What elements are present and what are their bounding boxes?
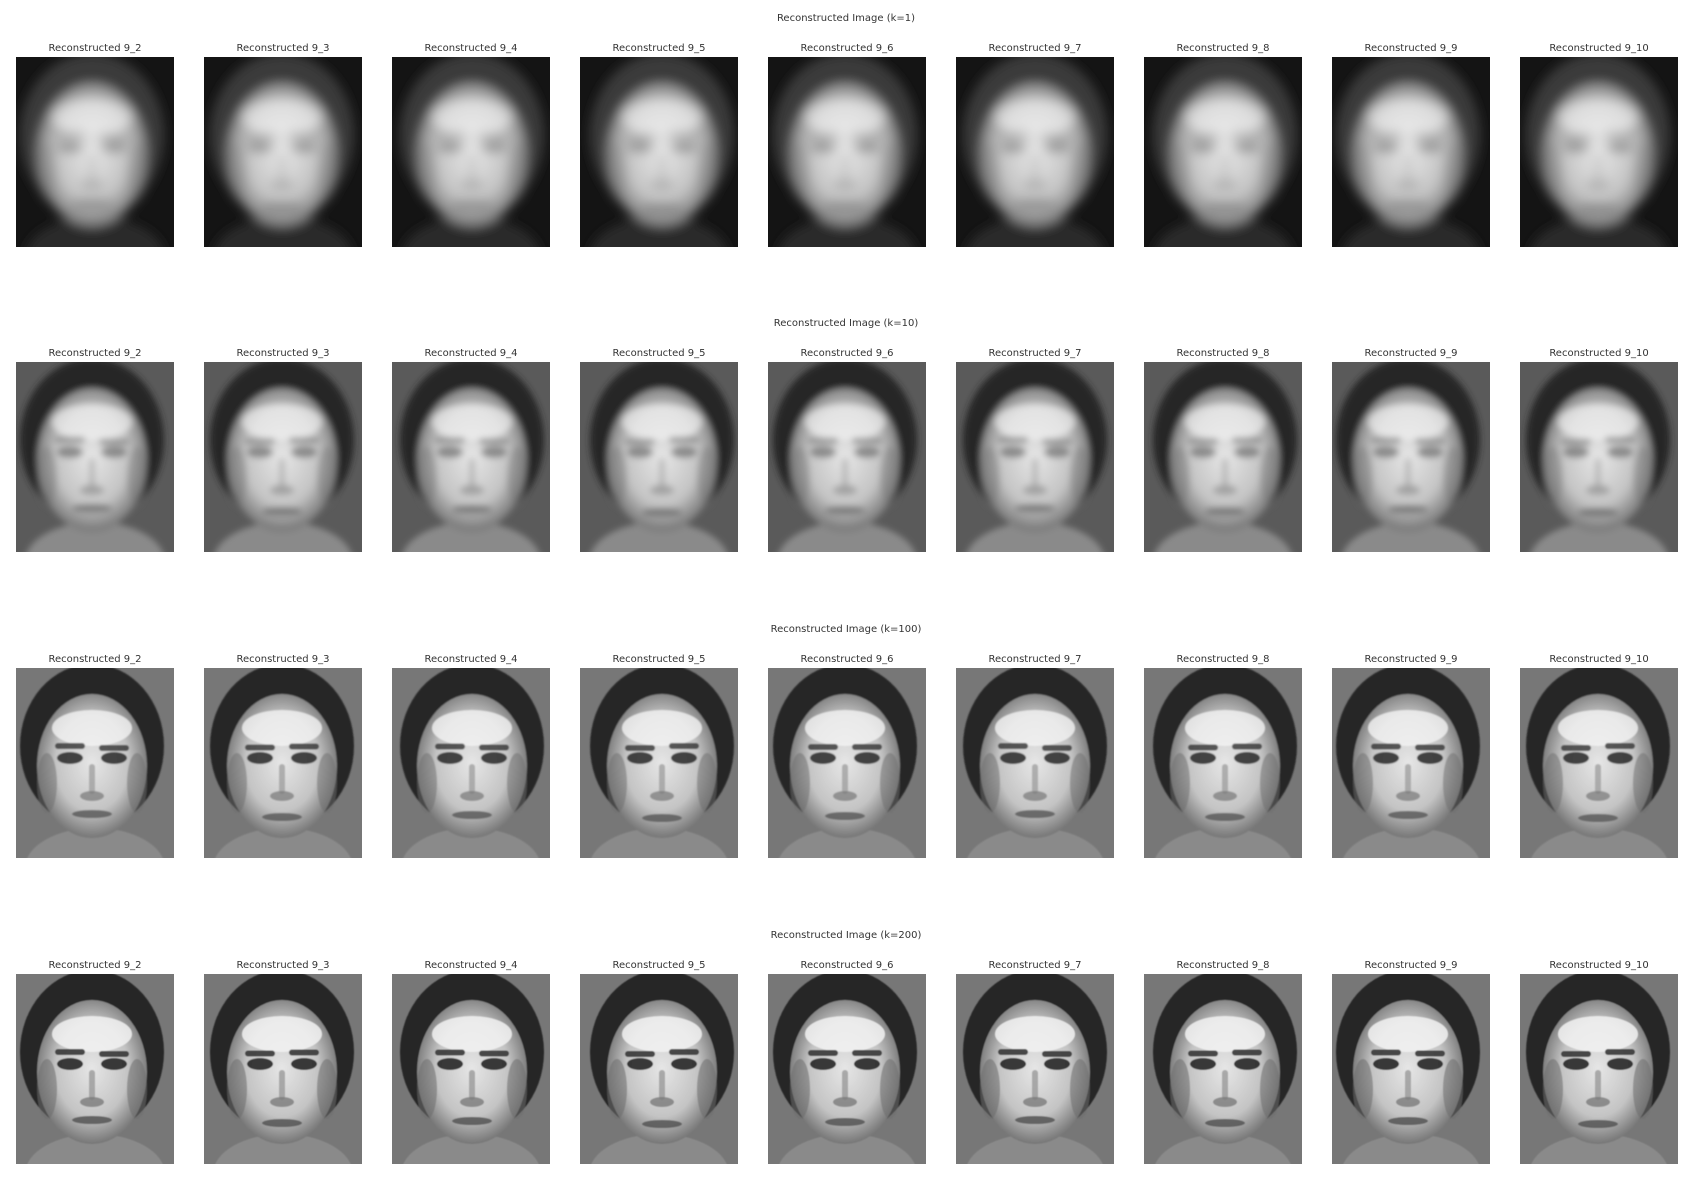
- panel-title: Reconstructed 9_9: [1364, 654, 1458, 665]
- face-image: [1520, 974, 1678, 1164]
- face-image: [768, 668, 926, 858]
- panel-title: Reconstructed 9_6: [800, 348, 894, 359]
- panel-title: Reconstructed 9_2: [48, 654, 142, 665]
- panel-title: Reconstructed 9_4: [424, 960, 518, 971]
- face-image: [768, 362, 926, 552]
- face-image: [956, 668, 1114, 858]
- row-title: Reconstructed Image (k=100): [770, 624, 922, 635]
- face-image: [580, 57, 738, 247]
- face-image: [1332, 974, 1490, 1164]
- panel-title: Reconstructed 9_6: [800, 654, 894, 665]
- panel-title: Reconstructed 9_5: [612, 960, 706, 971]
- face-image: [204, 668, 362, 858]
- face-image: [204, 974, 362, 1164]
- panel-title: Reconstructed 9_3: [236, 43, 330, 54]
- face-image: [1144, 668, 1302, 858]
- panel-title: Reconstructed 9_10: [1549, 348, 1649, 359]
- panel-title: Reconstructed 9_4: [424, 348, 518, 359]
- face-image: [580, 668, 738, 858]
- face-image: [16, 668, 174, 858]
- face-image: [16, 362, 174, 552]
- panel-title: Reconstructed 9_2: [48, 43, 142, 54]
- panel-title: Reconstructed 9_7: [988, 654, 1082, 665]
- panel-title: Reconstructed 9_7: [988, 43, 1082, 54]
- panel-title: Reconstructed 9_4: [424, 43, 518, 54]
- face-image: [956, 974, 1114, 1164]
- panel-title: Reconstructed 9_7: [988, 348, 1082, 359]
- panel-title: Reconstructed 9_10: [1549, 960, 1649, 971]
- face-image: [956, 362, 1114, 552]
- face-image: [16, 974, 174, 1164]
- row-title: Reconstructed Image (k=200): [770, 930, 922, 941]
- panel-title: Reconstructed 9_2: [48, 348, 142, 359]
- panel-title: Reconstructed 9_5: [612, 43, 706, 54]
- face-image: [580, 362, 738, 552]
- panel-title: Reconstructed 9_3: [236, 654, 330, 665]
- face-image: [1520, 668, 1678, 858]
- face-image: [1520, 57, 1678, 247]
- panel-title: Reconstructed 9_8: [1176, 960, 1270, 971]
- face-image: [768, 57, 926, 247]
- face-image: [204, 57, 362, 247]
- face-image: [1332, 362, 1490, 552]
- face-image: [392, 974, 550, 1164]
- panel-title: Reconstructed 9_10: [1549, 654, 1649, 665]
- panel-title: Reconstructed 9_7: [988, 960, 1082, 971]
- panel-title: Reconstructed 9_4: [424, 654, 518, 665]
- panel-title: Reconstructed 9_8: [1176, 43, 1270, 54]
- face-image: [392, 57, 550, 247]
- face-image: [16, 57, 174, 247]
- row-title: Reconstructed Image (k=10): [773, 318, 919, 329]
- panel-title: Reconstructed 9_9: [1364, 43, 1458, 54]
- face-image: [1520, 362, 1678, 552]
- face-image: [1332, 668, 1490, 858]
- face-image: [1332, 57, 1490, 247]
- panel-title: Reconstructed 9_6: [800, 43, 894, 54]
- face-image: [392, 668, 550, 858]
- panel-title: Reconstructed 9_5: [612, 348, 706, 359]
- panel-title: Reconstructed 9_9: [1364, 960, 1458, 971]
- face-image: [956, 57, 1114, 247]
- panel-title: Reconstructed 9_3: [236, 960, 330, 971]
- panel-title: Reconstructed 9_9: [1364, 348, 1458, 359]
- panel-title: Reconstructed 9_5: [612, 654, 706, 665]
- face-image: [768, 974, 926, 1164]
- face-image: [1144, 362, 1302, 552]
- panel-title: Reconstructed 9_10: [1549, 43, 1649, 54]
- row-title: Reconstructed Image (k=1): [776, 13, 916, 24]
- panel-title: Reconstructed 9_2: [48, 960, 142, 971]
- face-image: [1144, 974, 1302, 1164]
- panel-title: Reconstructed 9_8: [1176, 654, 1270, 665]
- panel-title: Reconstructed 9_8: [1176, 348, 1270, 359]
- face-image: [392, 362, 550, 552]
- panel-title: Reconstructed 9_3: [236, 348, 330, 359]
- face-image: [204, 362, 362, 552]
- face-image: [1144, 57, 1302, 247]
- panel-title: Reconstructed 9_6: [800, 960, 894, 971]
- face-image: [580, 974, 738, 1164]
